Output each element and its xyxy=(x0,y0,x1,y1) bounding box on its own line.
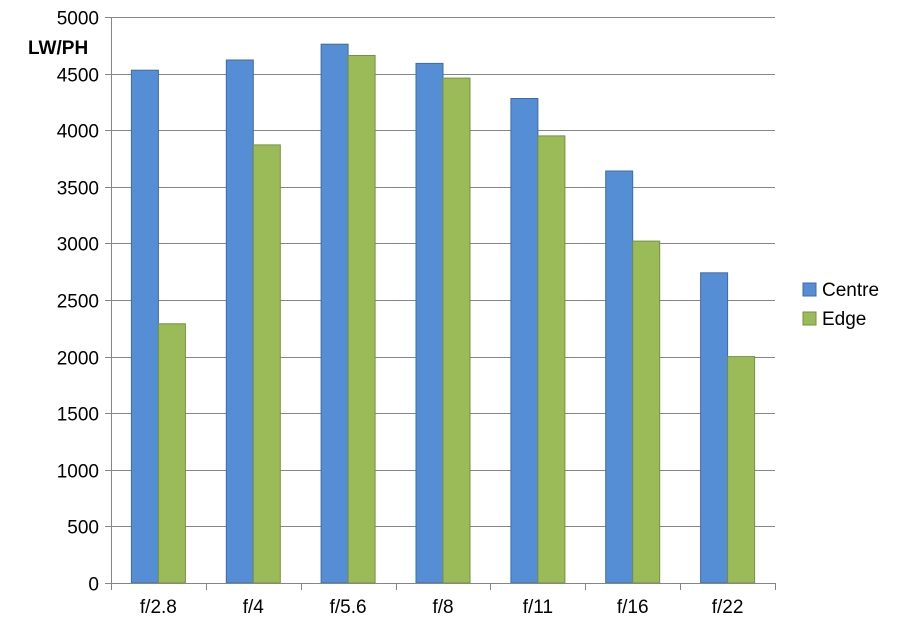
y-tick-label: 3000 xyxy=(57,235,99,256)
bar-centre xyxy=(510,98,539,584)
bar-centre xyxy=(320,43,349,584)
y-axis-label: LW/PH xyxy=(28,38,88,59)
legend-label-centre: Centre xyxy=(822,280,879,301)
x-tick-label: f/22 xyxy=(712,597,744,618)
y-tick-label: 5000 xyxy=(57,9,99,30)
bar-centre xyxy=(605,170,634,584)
axes xyxy=(105,17,776,590)
y-tick-label: 3500 xyxy=(57,179,99,200)
bar-edge xyxy=(632,240,661,584)
y-tick-label: 4500 xyxy=(57,66,99,87)
y-tick-label: 2000 xyxy=(57,349,99,370)
y-tick-label: 1000 xyxy=(57,462,99,483)
bar-edge xyxy=(347,55,376,584)
bar-centre xyxy=(130,69,159,584)
bar-centre xyxy=(415,62,444,584)
y-tick-label: 500 xyxy=(67,518,99,539)
y-tick-label: 1500 xyxy=(57,405,99,426)
y-tick-label: 0 xyxy=(88,575,99,596)
x-tick-label: f/16 xyxy=(617,597,649,618)
bar-edge xyxy=(442,77,471,584)
x-tick-label: f/2.8 xyxy=(140,597,177,618)
x-tick-label: f/5.6 xyxy=(330,597,367,618)
bar-edge xyxy=(252,144,281,584)
x-tick-label: f/11 xyxy=(523,597,553,618)
tick-labels: 0 500 1000 1500 2000 2500 3000 3500 4000 4500 5000… xyxy=(57,9,744,619)
bar-edge xyxy=(537,135,566,584)
legend-swatch-edge xyxy=(802,311,817,326)
legend-swatch-centre xyxy=(802,282,817,297)
bars xyxy=(130,43,756,584)
bar-edge xyxy=(157,323,186,584)
legend: Centre Edge xyxy=(802,280,879,330)
y-tick-label: 4000 xyxy=(57,122,99,143)
y-tick-label: 2500 xyxy=(57,292,99,313)
x-tick-label: f/8 xyxy=(432,597,453,618)
bar-centre xyxy=(700,272,729,584)
x-tick-label: f/4 xyxy=(243,597,265,618)
bar-centre xyxy=(225,59,254,584)
bar-edge xyxy=(727,356,756,584)
legend-label-edge: Edge xyxy=(822,309,866,330)
